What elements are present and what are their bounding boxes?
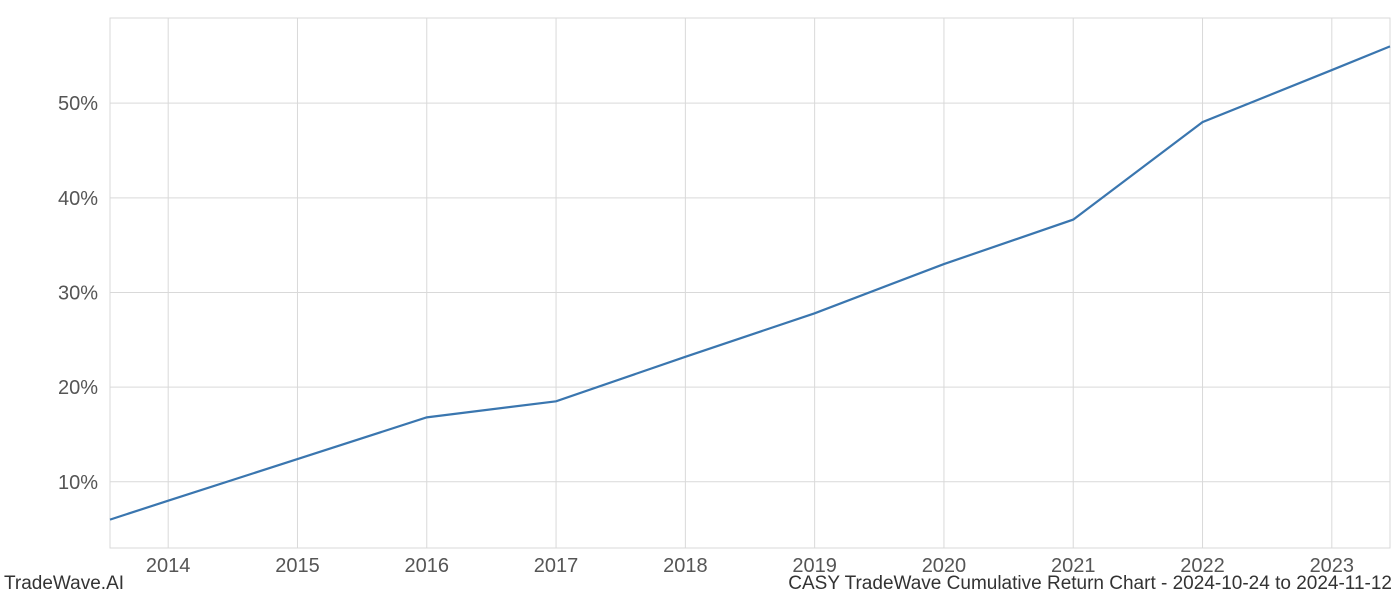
line-chart: 2014201520162017201820192020202120222023… xyxy=(0,0,1400,572)
y-tick-label: 40% xyxy=(58,188,98,210)
y-tick-label: 50% xyxy=(58,93,98,115)
y-tick-label: 10% xyxy=(58,472,98,494)
series-line-cumulative_return xyxy=(110,46,1390,519)
y-tick-label: 20% xyxy=(58,377,98,399)
plot-border xyxy=(110,18,1390,548)
footer-right-caption: CASY TradeWave Cumulative Return Chart -… xyxy=(788,573,1392,595)
chart-footer: TradeWave.AI CASY TradeWave Cumulative R… xyxy=(0,570,1400,600)
y-tick-label: 30% xyxy=(58,282,98,304)
chart-container: 2014201520162017201820192020202120222023… xyxy=(0,0,1400,600)
footer-left-brand: TradeWave.AI xyxy=(4,573,124,595)
